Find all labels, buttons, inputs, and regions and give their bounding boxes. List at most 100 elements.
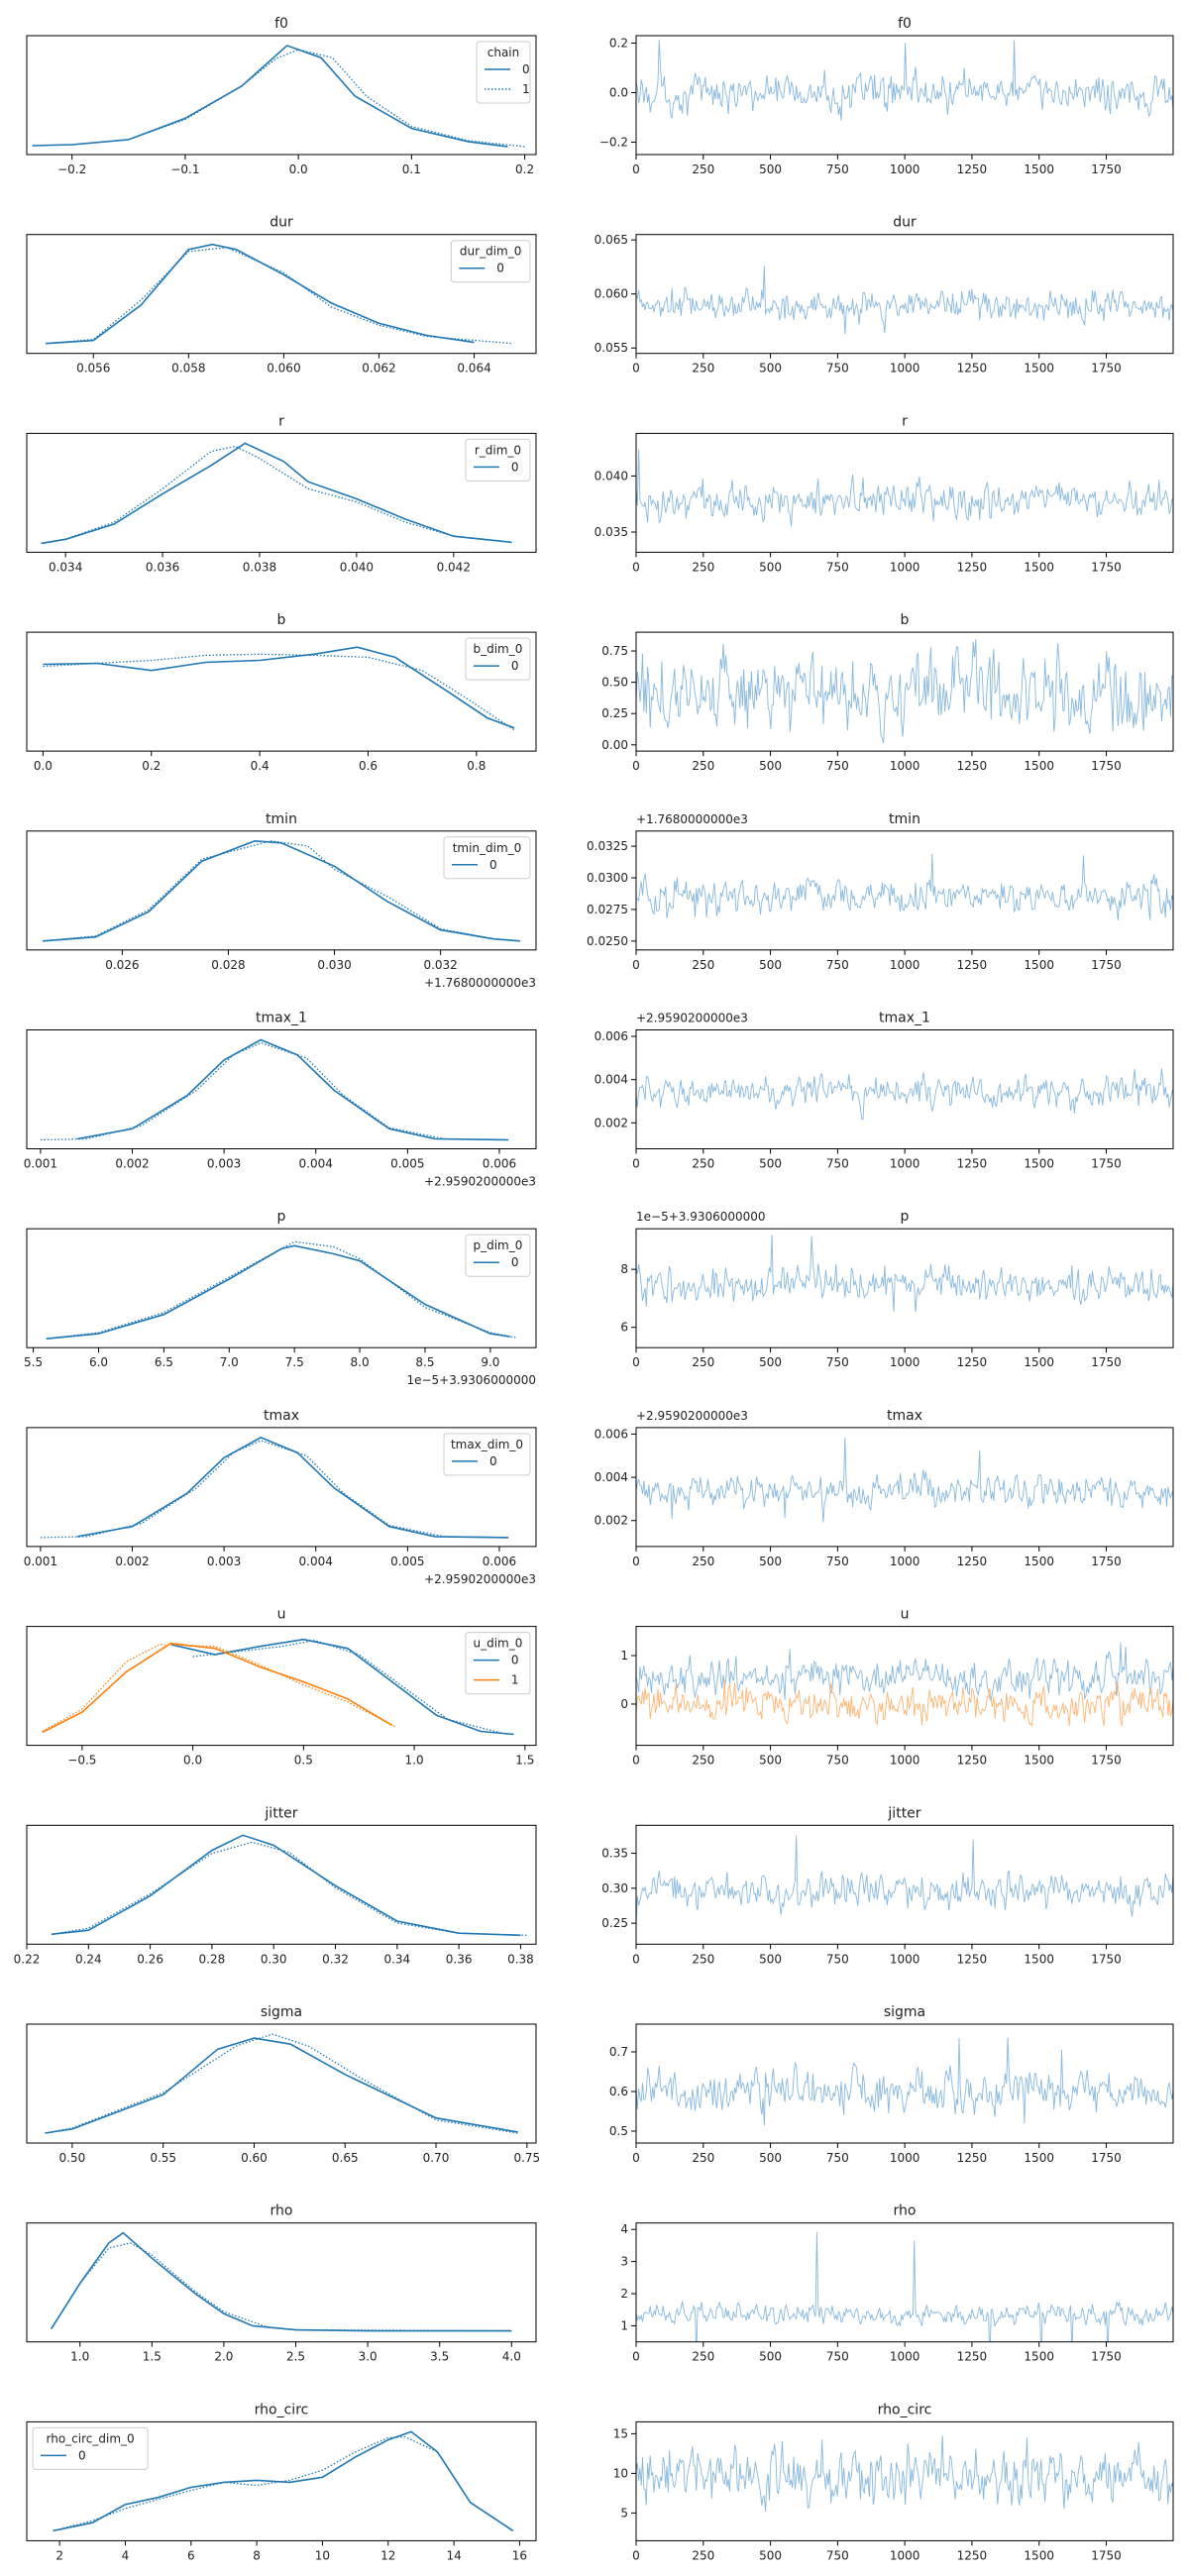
trace-panel-rho_circ: rho_circ 0 250 500 750 1000 1250 1500 1750 5 10 15 [613,2402,1174,2562]
kde-line-1 [40,1041,500,1141]
trace-xtick-label: 1250 [957,2350,988,2364]
trace-xtick-label: 1000 [890,2548,920,2562]
kde-panel-sigma: sigma 0.50 0.55 0.60 0.65 0.70 0.75 [26,2004,540,2165]
trace-xtick-label: 1500 [1024,2350,1054,2364]
trace-offset-text: 1e−5+3.9306000000 [636,1210,766,1224]
trace-xtick-label: 1750 [1091,1555,1122,1568]
kde-xtick-label: 4.0 [502,2350,521,2364]
kde-xtick-label: 0.006 [483,1157,516,1171]
trace-axes-frame [635,432,1174,553]
trace-ytick-label: 0.0300 [587,871,628,885]
kde-offset-text: +2.9590200000e3 [424,1175,536,1189]
trace-ytick-label: 0.065 [594,233,628,247]
trace-xtick-label: 750 [826,958,849,972]
trace-ytick-label: 0.50 [601,676,628,690]
trace-xtick-label: 250 [692,2151,714,2165]
trace-xtick-label: 750 [826,162,849,176]
trace-xtick-label: 750 [826,1952,849,1966]
trace-xtick-label: 0 [632,2151,640,2165]
kde-line-1 [51,1841,527,1936]
trace-xtick-label: 1750 [1091,560,1122,574]
kde-xtick-label: 1.5 [515,1754,534,1768]
kde-xtick-label: 0.70 [423,2151,450,2165]
trace-xtick-label: 250 [692,560,714,574]
trace-xtick-label: 250 [692,162,714,176]
kde-xtick-label: 0.4 [251,759,270,773]
kde-xtick-label: 1.0 [70,2350,89,2364]
trace-xtick-label: 1000 [890,2151,920,2165]
kde-panel-b: b 0.0 0.2 0.4 0.6 0.8 b_dim_0 0 [26,612,537,773]
kde-xtick-label: −0.5 [67,1754,96,1768]
kde-xtick-label: 0.005 [390,1157,424,1171]
legend-label: 0 [511,1654,519,1667]
trace-xtick-label: 500 [759,1754,782,1768]
trace-xtick-label: 1000 [890,1754,920,1768]
row-p: p 5.5 6.0 6.5 7.0 7.5 8.0 8.5 9.0 1e−5+3.93060000… [24,1209,1174,1387]
kde-panel-rho_circ: rho_circ 2 4 6 8 10 12 14 16 rho_circ_dim_0 0 [26,2402,537,2562]
trace-ytick-label: 0 [620,1697,628,1711]
legend-title: u_dim_0 [474,1637,523,1651]
trace-line-chain-0 [636,2037,1173,2126]
kde-panel-tmin: tmin 0.026 0.028 0.030 0.032 +1.7680000000e3 t… [26,811,537,990]
trace-xtick-label: 0 [632,2350,640,2364]
trace-ytick-label: 0.0250 [587,934,628,948]
trace-ytick-label: 0.004 [594,1470,628,1484]
trace-xtick-label: 1500 [1024,2151,1054,2165]
trace-xtick-label: 500 [759,2350,782,2364]
trace-panel-r: r 0 250 500 750 1000 1250 1500 1750 0.035 0.040 [594,413,1174,574]
legend-box [32,2426,149,2470]
kde-xtick-label: 8.0 [351,1355,370,1369]
trace-xtick-label: 0 [632,560,640,574]
kde-xtick-label: 6 [187,2548,195,2562]
kde-xtick-label: 0.026 [105,958,139,972]
trace-ytick-label: 0.040 [594,469,628,483]
trace-ytick-label: 0.002 [594,1514,628,1528]
kde-line-0 [51,2231,512,2332]
kde-line-1 [43,653,515,731]
kde-xtick-label: 0.26 [137,1952,163,1966]
kde-line-1 [53,2435,514,2532]
trace-axes-frame [635,2420,1174,2541]
kde-panel-rho: rho 1.0 1.5 2.0 2.5 3.0 3.5 4.0 [26,2203,537,2364]
legend-label: 0 [78,2448,86,2462]
kde-title: tmin [266,811,297,827]
trace-xtick-label: 1750 [1091,1952,1122,1966]
kde-xtick-label: −0.1 [170,162,199,176]
trace-ytick-label: 0.035 [594,525,628,539]
trace-xtick-label: 750 [826,1355,849,1369]
kde-offset-text: 1e−5+3.9306000000 [406,1373,536,1387]
trace-line-chain-1 [636,1679,1173,1727]
trace-xtick-label: 1750 [1091,162,1122,176]
trace-offset-text: +2.9590200000e3 [636,1409,748,1423]
trace-ytick-label: 0.004 [594,1073,628,1087]
kde-panel-dur: dur 0.056 0.058 0.060 0.062 0.064 dur_dim_0 0 [26,215,537,376]
trace-ytick-label: 0.25 [601,1916,628,1930]
trace-xtick-label: 0 [632,162,640,176]
row-sigma: sigma 0.50 0.55 0.60 0.65 0.70 0.75 sigma 0 250 50… [26,2004,1174,2165]
kde-title: r [278,413,284,429]
trace-xtick-label: 1750 [1091,1157,1122,1171]
legend-box [465,1632,531,1695]
kde-line-0 [76,1038,509,1141]
legend-box [465,438,531,482]
kde-xtick-label: 0.60 [241,2151,268,2165]
kde-panel-jitter: jitter 0.22 0.24 0.26 0.28 0.30 0.32 0.34 0.36 0.… [14,1805,537,1966]
legend-label: 0 [496,262,504,275]
trace-xtick-label: 1500 [1024,1157,1054,1171]
legend-title: dur_dim_0 [460,245,521,259]
kde-xtick-label: 0.001 [24,1157,57,1171]
trace-title: r [902,413,908,429]
trace-line-chain-0 [636,1437,1173,1523]
trace-xtick-label: 1500 [1024,2548,1054,2562]
legend: b_dim_0 0 [465,637,531,681]
trace-title: sigma [884,2004,925,2020]
kde-xtick-label: 0.001 [24,1555,57,1568]
trace-xtick-label: 1250 [957,162,988,176]
legend-title: b_dim_0 [473,642,522,656]
kde-line-1 [45,2033,518,2134]
kde-xtick-label: 0.002 [115,1157,149,1171]
kde-line-0 [46,243,475,345]
kde-line-0 [170,1638,514,1736]
kde-title: tmax [264,1408,299,1424]
